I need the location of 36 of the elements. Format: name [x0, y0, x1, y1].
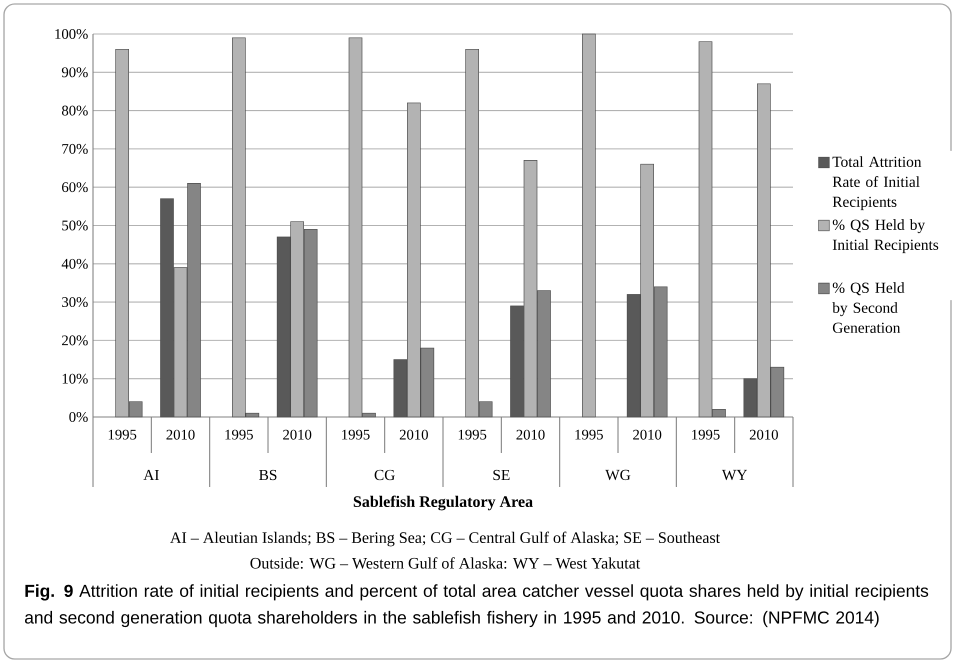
- text: SE: [493, 470, 510, 480]
- x-tick-label: 1995: [225, 430, 253, 440]
- legend-label: Total Attrition Rate of Initial Recipients: [832, 156, 922, 210]
- y-tick-label: 0%: [69, 412, 88, 422]
- y-tick-label: 80%: [62, 106, 88, 116]
- x-tick-label: 2010: [166, 430, 195, 440]
- text: Outside: WG – Western Gulf of Alaska: WY – West Yakutat: [250, 557, 640, 569]
- y-tick-label: 30%: [62, 297, 88, 308]
- text: AI – Aleutian Islands; BS – Bering Sea; CG – Central Gulf of Alaska; SE – Southeast: [170, 532, 720, 546]
- y-tick-label: 70%: [62, 144, 88, 154]
- x-tick-label: 2010: [283, 430, 312, 440]
- x-tick-label: 1995: [342, 430, 370, 440]
- text: WY: [722, 470, 748, 480]
- y-tick-label: 100%: [55, 29, 88, 39]
- legend-label: % QS Held by Second Generation: [832, 282, 904, 333]
- y-tick-label: 40%: [62, 258, 88, 269]
- legend-label: % QS Held by Initial Recipients: [832, 219, 938, 254]
- y-tick-label: 90%: [62, 67, 88, 78]
- x-tick-label: 1995: [108, 430, 136, 440]
- text: CG: [374, 470, 395, 480]
- text: BS: [259, 470, 276, 480]
- y-tick-label: 60%: [62, 182, 88, 192]
- y-tick-label: 10%: [62, 374, 88, 384]
- x-axis-title: Sablefish Regulatory Area: [354, 496, 533, 510]
- text: AI: [143, 470, 159, 480]
- x-tick-label: 2010: [400, 430, 428, 440]
- x-tick-label: 2010: [516, 430, 545, 440]
- x-tick-label: 1995: [692, 430, 720, 440]
- x-tick-label: 1995: [575, 430, 603, 440]
- text: Fig. 9 Attrition rate of initial recipients and percent of total area catcher vessel quota shares held by initial recipients and second generation quota shareholders in the sablefish fishery in 1995 and 2010. Source: (NPFMC 2014): [25, 584, 928, 628]
- x-tick-label: 2010: [633, 430, 662, 440]
- text: WG: [605, 470, 630, 480]
- x-tick-label: 1995: [458, 430, 486, 440]
- y-tick-label: 50%: [62, 220, 88, 230]
- x-tick-label: 2010: [750, 430, 778, 440]
- y-tick-label: 20%: [62, 335, 88, 346]
